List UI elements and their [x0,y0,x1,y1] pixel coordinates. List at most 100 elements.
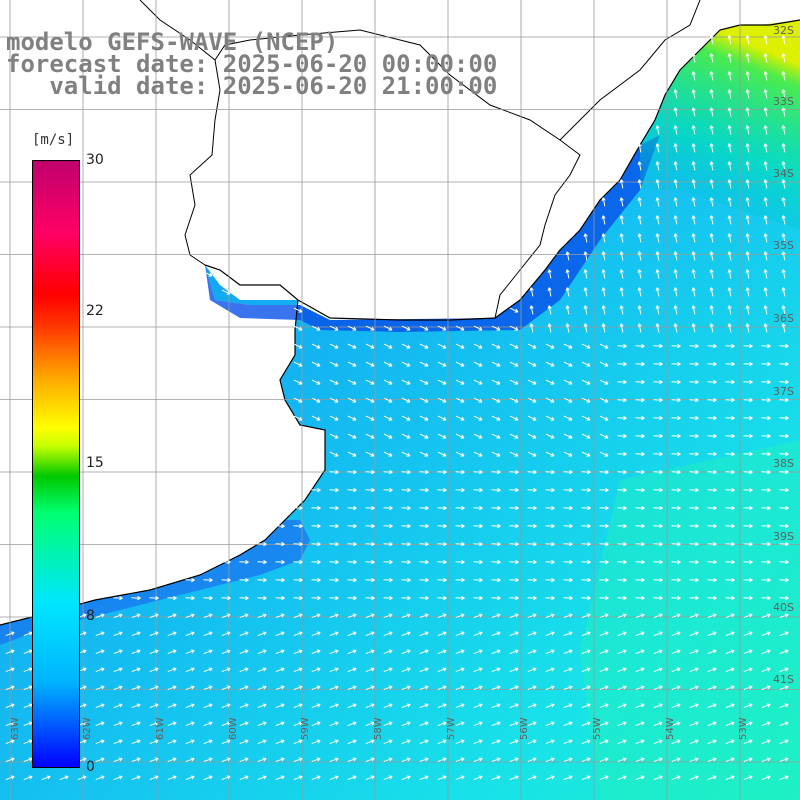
wind-arrow [275,703,285,709]
wind-arrow [743,739,753,745]
wind-arrow [329,613,339,619]
wind-arrow [727,143,732,153]
wind-arrow [491,631,501,637]
wind-arrow [707,559,717,565]
wind-arrow [401,775,411,781]
wind-arrow [491,595,501,601]
wind-arrow [509,739,519,745]
wind-arrow [455,379,465,385]
wind-arrow [601,197,606,207]
wind-arrow [709,215,714,225]
wind-arrow [545,649,555,655]
wind-arrow [563,595,573,601]
wind-arrow [725,361,735,367]
lon-label: 58W [373,717,384,740]
wind-arrow [383,415,393,421]
wind-arrow [743,595,753,601]
wind-arrow [635,775,645,781]
wind-arrow [581,505,591,511]
wind-arrow [383,685,393,691]
wind-arrow [491,379,501,385]
wind-arrow [473,595,483,601]
wind-arrow [781,197,786,207]
wind-arrow [707,649,717,655]
wind-arrow [565,269,570,279]
wind-arrow [491,469,501,475]
wind-arrow [401,541,411,547]
wind-arrow [563,379,573,385]
wind-arrow [149,703,159,709]
southeast-zone [580,440,800,800]
wind-arrow [329,505,339,511]
wind-arrow [761,505,771,511]
wind-arrow [401,739,411,745]
wind-arrow [113,703,123,709]
wind-arrow [329,469,339,475]
wind-arrow [41,775,51,781]
wind-arrow [437,397,447,403]
wind-arrow [761,541,771,547]
wind-arrow [691,305,696,315]
wind-arrow [491,505,501,511]
wind-arrow [455,739,465,745]
wind-arrow [545,361,555,367]
wind-arrow [383,451,393,457]
wind-arrow [743,541,753,547]
wind-arrow [709,161,714,171]
wind-arrow [437,631,447,637]
wind-arrow [509,451,519,457]
wind-arrow [329,739,339,745]
wind-arrow [637,179,642,189]
wind-arrow [671,361,681,367]
wind-arrow [257,631,267,637]
wind-arrow [581,577,591,583]
wind-arrow [655,305,660,315]
wind-arrow [473,631,483,637]
wind-arrow [5,631,15,637]
wind-arrow [59,775,69,781]
wind-arrow [257,541,267,547]
wind-arrow [239,667,249,673]
wind-arrow [617,397,627,403]
colorbar [32,160,80,768]
wind-arrow [619,269,624,279]
wind-arrow [347,757,357,763]
wind-arrow [257,595,267,601]
wind-arrow [689,685,699,691]
wind-arrow [763,71,768,81]
wind-arrow [113,631,123,637]
wind-arrow [419,559,429,565]
wind-arrow [401,559,411,565]
estuary-band [205,135,660,332]
wind-arrow [455,559,465,565]
wind-arrow [761,649,771,655]
wind-arrow [691,269,696,279]
wind-arrow [653,469,663,475]
wind-arrow [311,397,321,403]
wind-arrow [401,379,411,385]
wind-arrow [401,451,411,457]
wind-arrow [437,451,447,457]
wind-arrow [691,215,696,225]
wind-arrow [275,685,285,691]
wind-arrow [545,343,555,349]
wind-arrow [725,667,735,673]
wind-arrow [437,325,447,331]
wind-arrow [761,577,771,583]
wind-arrow [257,757,267,763]
wind-arrow [583,251,588,261]
wind-arrow [437,757,447,763]
wind-arrow [275,613,285,619]
wind-arrow [365,631,375,637]
wind-arrow [401,595,411,601]
wind-arrow [95,667,105,673]
wind-arrow [185,577,195,583]
wind-arrow [5,721,15,727]
wind-arrow [545,703,555,709]
wind-arrow [581,523,591,529]
wind-arrow [491,523,501,529]
wind-arrow [275,577,285,583]
wind-arrow [779,397,789,403]
wind-arrow [329,757,339,763]
wind-arrow [527,577,537,583]
